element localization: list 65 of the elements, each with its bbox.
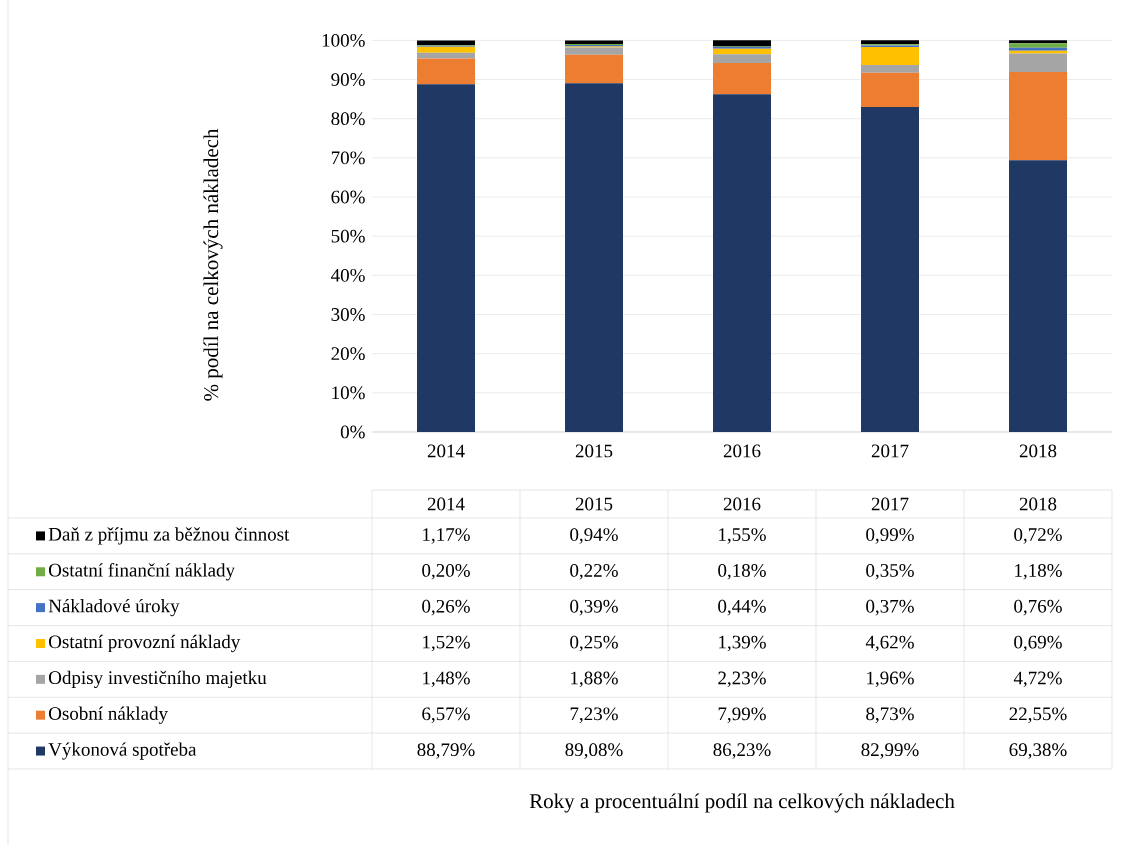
legend-label: Nákladové úroky (48, 598, 180, 617)
category-label: 2014 (427, 497, 465, 511)
data-label: 1,48% (423, 671, 470, 688)
data-label: 8,73% (866, 707, 914, 723)
data-label: 0,22% (570, 563, 618, 580)
data-label: 6,57% (422, 707, 470, 723)
data-label: 0,99% (866, 528, 914, 544)
y-tick-label: 30% (331, 308, 365, 321)
y-tick-label: 50% (331, 229, 365, 243)
legend-label: Osobní náklady (48, 706, 168, 724)
data-label: 69,38% (1009, 743, 1067, 759)
y-tick-label: 90% (331, 73, 365, 86)
legend-label: Ostatní provozní náklady (48, 634, 241, 653)
legend-label: Odpisy investičního majetku (48, 670, 267, 688)
y-tick-label: 100% (322, 33, 365, 47)
y-tick-label: 40% (331, 268, 365, 282)
y-tick-label: 10% (332, 386, 365, 400)
legend-label: Ostatní finanční náklady (48, 563, 235, 581)
text: Roky a procentuální podíl na celkových nákladech (529, 793, 955, 813)
data-label: 82,99% (861, 743, 919, 759)
data-label: 88,79% (417, 743, 475, 759)
y-tick-label: 20% (331, 347, 365, 361)
data-label: 1,88% (571, 671, 618, 688)
data-label: 1,17% (423, 528, 470, 544)
data-label: 0,35% (866, 563, 914, 580)
data-label: 89,08% (565, 743, 623, 759)
data-label: 1,52% (423, 635, 470, 652)
data-label: 0,39% (570, 599, 618, 616)
category-label: 2017 (871, 497, 909, 511)
data-label: 7,99% (718, 707, 766, 723)
data-label: 1,96% (867, 671, 914, 688)
data-label: 7,23% (570, 707, 618, 723)
data-label: 0,20% (422, 563, 470, 580)
data-label: 0,18% (718, 563, 766, 580)
category-label: 2015 (575, 497, 613, 511)
data-label: 0,72% (1014, 528, 1062, 544)
category-label: 2016 (723, 497, 761, 511)
data-label: 1,55% (719, 528, 766, 544)
data-label: 0,44% (718, 599, 766, 616)
data-label: 0,94% (570, 528, 618, 544)
y-tick-label: 0% (340, 425, 365, 439)
y-tick-label: 60% (331, 190, 365, 204)
data-label: 0,25% (570, 635, 618, 652)
x-tick-label: 2015 (575, 444, 613, 458)
data-label: 1,18% (1015, 563, 1062, 580)
legend-label: Daň z příjmu za běžnou činnost (48, 527, 290, 545)
data-label: 0,37% (866, 599, 914, 616)
x-tick-label: 2014 (427, 444, 465, 458)
data-label: 86,23% (713, 743, 771, 759)
x-tick-label: 2018 (1019, 444, 1057, 458)
category-label: 2018 (1019, 497, 1057, 511)
y-tick-label: 80% (331, 112, 365, 126)
text: % podíl na celkových nákladech (203, 128, 223, 401)
data-label: 0,76% (1014, 599, 1062, 616)
x-tick-label: 2016 (723, 444, 761, 458)
x-tick-label: 2017 (871, 444, 909, 458)
data-label: 1,39% (719, 635, 766, 652)
data-label: 0,26% (422, 599, 470, 616)
legend-label: Výkonová spotřeba (48, 742, 197, 760)
data-label: 4,72% (1013, 671, 1062, 688)
data-label: 0,69% (1014, 635, 1062, 652)
y-tick-label: 70% (331, 151, 365, 165)
data-label: 22,55% (1009, 707, 1067, 723)
data-label: 4,62% (865, 635, 914, 652)
data-label: 2,23% (718, 671, 766, 688)
